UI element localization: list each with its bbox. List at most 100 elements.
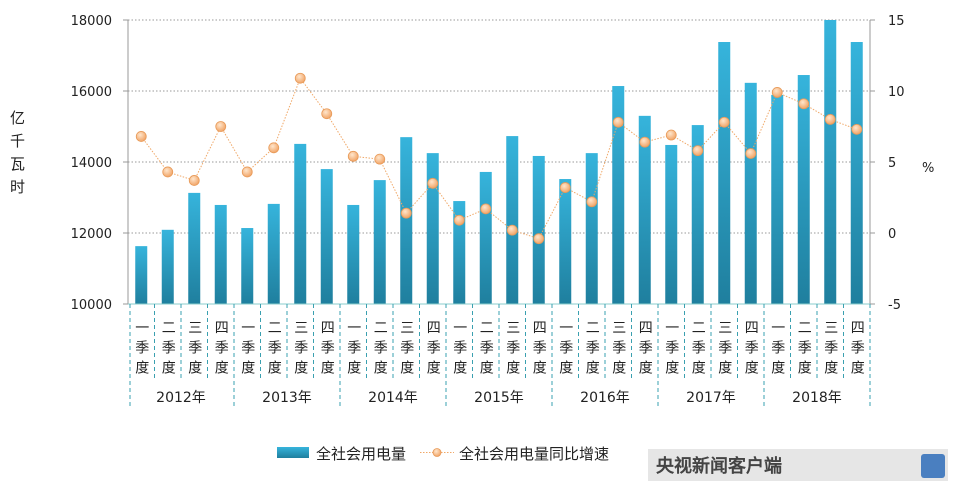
watermark-bg — [648, 449, 948, 481]
quarter-label: 二季度 — [477, 320, 494, 380]
bar — [718, 42, 731, 304]
quarter-label: 四季度 — [318, 320, 335, 380]
growth-point — [506, 224, 518, 236]
quarter-label: 三季度 — [610, 320, 627, 380]
line-series — [135, 72, 863, 245]
growth-point — [798, 98, 810, 110]
bar — [665, 144, 678, 304]
quarter-label: 一季度 — [557, 320, 574, 380]
right-tick-label: 5 — [888, 156, 896, 171]
watermark-logo-icon — [921, 454, 945, 478]
growth-point — [400, 207, 412, 219]
growth-point — [692, 145, 704, 157]
bar — [161, 229, 174, 304]
bar — [214, 204, 227, 304]
quarter-label: 三季度 — [504, 320, 521, 380]
bar — [320, 169, 333, 304]
legend: 全社会用电量 全社会用电量同比增速 — [277, 445, 609, 463]
growth-point — [639, 136, 651, 148]
bar — [824, 20, 837, 304]
growth-point — [612, 116, 624, 128]
left-tick-label: 10000 — [71, 298, 112, 313]
growth-point — [533, 233, 545, 245]
bar — [453, 201, 466, 304]
growth-point — [215, 121, 227, 132]
right-tick-label: 0 — [888, 227, 896, 242]
left-tick-label: 12000 — [71, 227, 112, 242]
bar — [850, 42, 863, 304]
bar — [532, 155, 545, 304]
right-tick-label: 10 — [888, 85, 905, 100]
growth-point — [241, 166, 253, 178]
quarter-label: 四季度 — [424, 320, 441, 380]
growth-point — [135, 131, 147, 142]
growth-point — [771, 87, 783, 98]
growth-point — [665, 129, 677, 141]
gridlines — [128, 19, 870, 234]
bar — [797, 75, 810, 305]
bar — [241, 228, 254, 304]
bar — [612, 86, 625, 304]
bar — [744, 82, 757, 305]
quarter-label: 一季度 — [345, 320, 362, 380]
growth-point — [745, 148, 757, 159]
quarter-label: 四季度 — [636, 320, 653, 380]
quarter-label: 四季度 — [742, 320, 759, 380]
growth-point — [294, 72, 306, 84]
growth-point — [559, 182, 571, 193]
left-axis-label: 亿千瓦时 — [8, 110, 26, 202]
quarter-label: 一季度 — [133, 320, 150, 380]
legend-bar-swatch — [277, 447, 309, 458]
quarter-label: 三季度 — [716, 320, 733, 380]
quarter-label: 二季度 — [159, 320, 176, 380]
quarter-label: 二季度 — [371, 320, 388, 380]
bar — [294, 143, 307, 304]
growth-point — [427, 177, 439, 189]
year-label: 2015年 — [474, 390, 524, 406]
growth-point — [824, 114, 836, 125]
growth-point — [851, 123, 863, 135]
watermark-text: 央视新闻客户端 — [656, 455, 782, 477]
quarter-label: 三季度 — [186, 320, 203, 380]
growth-point — [188, 175, 200, 186]
year-label: 2013年 — [262, 390, 312, 406]
growth-point — [453, 214, 465, 226]
bar — [638, 115, 651, 304]
growth-point — [321, 108, 333, 120]
left-tick-label: 16000 — [71, 85, 112, 100]
quarter-label: 一季度 — [451, 320, 468, 380]
growth-point — [480, 203, 492, 215]
growth-point — [268, 142, 280, 154]
watermark: 央视新闻客户端 — [648, 449, 948, 481]
quarter-label: 四季度 — [848, 320, 865, 380]
year-label: 2018年 — [792, 390, 842, 406]
bar — [506, 136, 519, 304]
bar — [559, 179, 572, 304]
growth-point — [162, 166, 174, 178]
quarter-label: 四季度 — [212, 320, 229, 380]
quarter-label: 四季度 — [530, 320, 547, 380]
legend-line-marker — [432, 448, 442, 457]
quarter-label: 一季度 — [239, 320, 256, 380]
quarter-label: 二季度 — [795, 320, 812, 380]
bar — [267, 203, 280, 304]
bar — [691, 125, 704, 304]
right-tick-label: -5 — [888, 298, 901, 313]
right-axis-label: % — [922, 161, 934, 176]
bar-series — [135, 20, 863, 305]
bar — [188, 192, 201, 304]
quarter-label: 一季度 — [663, 320, 680, 380]
year-label: 2017年 — [686, 390, 736, 406]
bar — [347, 204, 360, 304]
bar — [771, 94, 784, 304]
growth-point — [374, 153, 386, 165]
quarter-label: 二季度 — [265, 320, 282, 380]
year-label: 2014年 — [368, 390, 418, 406]
bar — [135, 246, 148, 304]
growth-point — [586, 196, 598, 208]
bar — [426, 153, 439, 304]
growth-point — [347, 150, 359, 162]
right-tick-label: 15 — [888, 14, 905, 29]
legend-bar-label: 全社会用电量 — [316, 445, 406, 463]
